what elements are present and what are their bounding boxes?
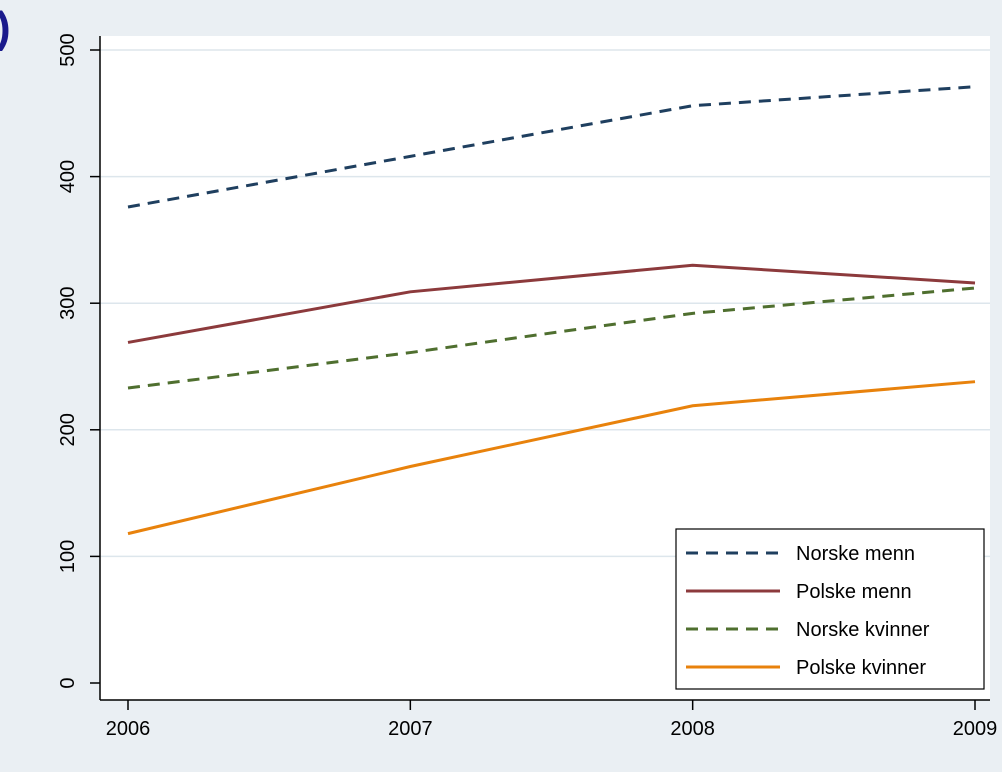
series-line-polske-kvinner [127,380,976,536]
y-tick-label: 300 [57,287,79,320]
legend-box [675,528,985,690]
gridlines [100,49,990,558]
y-tick-label: 200 [57,413,79,446]
legend-label: Polske kvinner [796,657,926,679]
series-lines [127,85,976,536]
x-tick-label: 2007 [388,718,433,740]
legend-label: Norske menn [796,543,915,565]
x-tick-label: 2009 [953,718,998,740]
series-line-norske-menn [127,85,976,209]
x-tick-label: 2008 [670,718,715,740]
y-tick-label: 0 [57,677,79,688]
y-tick-label: 100 [57,540,79,573]
y-tick-label: 400 [57,160,79,193]
y-tick-label: 500 [57,33,79,66]
panel-mark: ) [0,3,11,52]
x-tick-label: 2006 [106,718,151,740]
series-line-norske-kvinner [127,286,976,390]
y-axis-ticks: 0 100 200 300 400 500 [57,33,100,689]
legend-label: Polske menn [796,581,912,603]
series-line-polske-menn [127,263,976,344]
legend-label: Norske kvinner [796,619,930,641]
x-axis-ticks: 2006 2007 2008 2009 [106,700,998,740]
legend: Norske menn Polske menn Norske kvinner Pols… [675,528,985,690]
